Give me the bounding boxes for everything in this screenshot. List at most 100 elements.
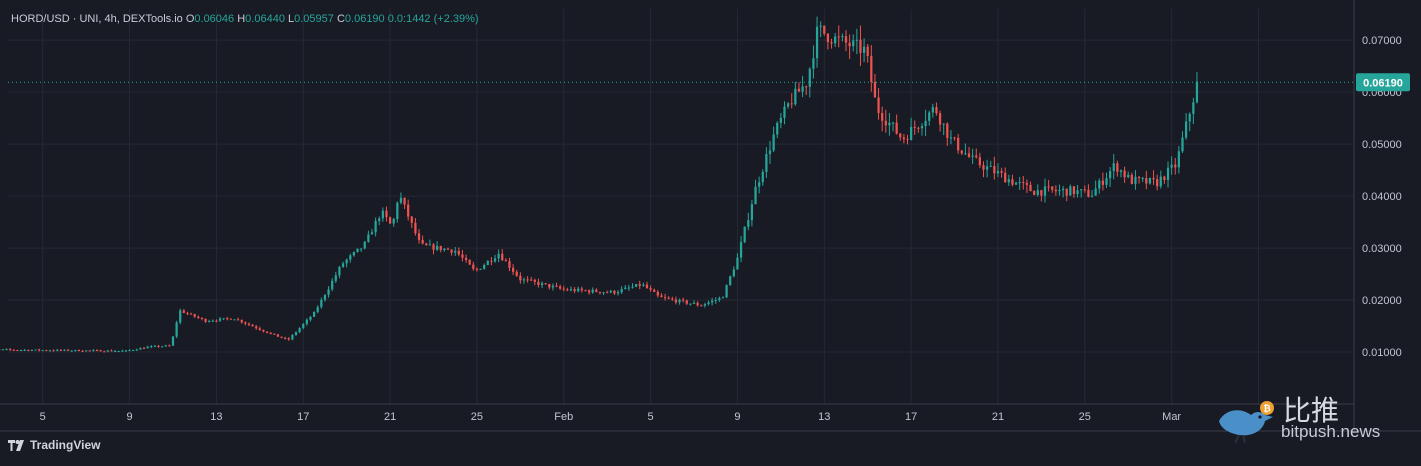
candle-body — [197, 317, 199, 318]
candle-body — [972, 156, 974, 157]
candle-body — [100, 350, 102, 351]
candle-body — [165, 345, 167, 346]
candle-body — [957, 138, 959, 151]
candle-body — [309, 317, 311, 320]
candle-body — [526, 279, 528, 280]
candle-body — [961, 150, 963, 153]
candle-body — [382, 211, 384, 219]
candle-body — [24, 350, 26, 351]
candle-body — [664, 297, 666, 298]
candle-body — [523, 279, 525, 280]
candle-body — [899, 134, 901, 138]
candle-body — [1123, 170, 1125, 177]
candle-body — [288, 338, 290, 339]
candle-body — [179, 310, 181, 322]
candle-body — [143, 348, 145, 349]
y-tick-label: 0.05000 — [1362, 139, 1402, 151]
axis-layer: 0.010000.020000.030000.040000.050000.060… — [0, 0, 1421, 431]
candle-body — [262, 330, 264, 332]
candle-body — [1167, 168, 1169, 180]
candle-body — [186, 313, 188, 314]
candle-body — [621, 289, 623, 292]
symbol-label[interactable]: HORD/USD · UNI, 4h, DEXTools.io — [11, 13, 183, 25]
candle-body — [765, 154, 767, 172]
candle-body — [1156, 179, 1158, 186]
x-tick-label: Feb — [554, 411, 573, 423]
candle-body — [599, 292, 601, 293]
candle-body — [400, 198, 402, 203]
candle-body — [541, 283, 543, 285]
candle-body — [132, 350, 134, 351]
candle-body — [805, 86, 807, 87]
candle-body — [993, 166, 995, 173]
candle-body — [975, 156, 977, 158]
candle-body — [631, 287, 633, 288]
candle-body — [396, 203, 398, 219]
candle-body — [577, 289, 579, 292]
candle-body — [592, 290, 594, 293]
candle-body — [762, 172, 764, 182]
candle-body — [1163, 177, 1165, 180]
candle-body — [584, 290, 586, 291]
candle-body — [794, 89, 796, 105]
candle-body — [964, 153, 966, 154]
candle-body — [896, 122, 898, 133]
ohlc-legend: HORD/USD · UNI, 4h, DEXTools.io O0.06046… — [11, 13, 479, 25]
candle-body — [103, 351, 105, 352]
candle-body — [248, 324, 250, 325]
candle-body — [1051, 187, 1053, 190]
candle-body — [324, 295, 326, 300]
tradingview-logo[interactable]: TradingView — [8, 438, 100, 452]
candle-body — [545, 283, 547, 284]
y-tick-label: 0.03000 — [1362, 243, 1402, 255]
candle-body — [1145, 178, 1147, 183]
candle-body — [566, 290, 568, 291]
candle-body — [704, 304, 706, 305]
candle-body — [346, 260, 348, 264]
x-tick-label: 25 — [471, 411, 483, 423]
candle-body — [675, 299, 677, 302]
candle-body — [342, 263, 344, 267]
candle-body — [335, 275, 337, 280]
candle-body — [635, 284, 637, 287]
candle-body — [161, 346, 163, 347]
candle-body — [801, 86, 803, 91]
candle-body — [501, 254, 503, 260]
candle-body — [1178, 151, 1180, 167]
candle-body — [1015, 183, 1017, 185]
candle-body — [845, 36, 847, 42]
candle-body — [953, 137, 955, 138]
candle-body — [997, 171, 999, 173]
candle-body — [588, 291, 590, 293]
x-tick-label: 13 — [818, 411, 830, 423]
candle-body — [834, 36, 836, 43]
candle-body — [85, 350, 87, 351]
candle-body — [1095, 189, 1097, 196]
candle-body — [939, 113, 941, 124]
candle-body — [530, 280, 532, 281]
candle-body — [461, 254, 463, 257]
candle-body — [827, 34, 829, 42]
candle-body — [617, 292, 619, 293]
candle-body — [946, 124, 948, 138]
candle-body — [31, 350, 33, 351]
candle-body — [237, 319, 239, 320]
close-key: C — [337, 13, 345, 25]
candle-body — [204, 319, 206, 322]
candle-body — [841, 36, 843, 37]
x-tick-label: 17 — [905, 411, 917, 423]
candle-body — [711, 301, 713, 303]
candle-body — [9, 349, 11, 350]
candle-body — [1087, 190, 1089, 197]
svg-text:₿: ₿ — [1263, 404, 1270, 415]
candle-body — [233, 319, 235, 320]
candle-body — [505, 260, 507, 261]
bird-icon: ₿ — [1215, 397, 1277, 445]
candle-body — [190, 314, 192, 315]
x-tick-label: 17 — [297, 411, 309, 423]
candle-body — [447, 249, 449, 250]
candle-body — [230, 319, 232, 320]
candle-body — [610, 291, 612, 293]
